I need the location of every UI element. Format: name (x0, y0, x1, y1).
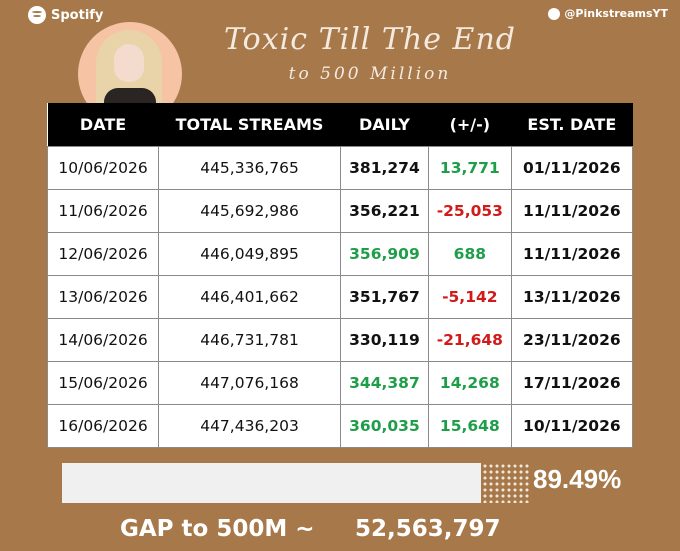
gap-value: 52,563,797 (355, 516, 501, 542)
table-cell: 351,767 (339, 275, 429, 319)
table-cell: 10/06/2026 (46, 146, 160, 190)
table-cell: 11/06/2026 (46, 189, 160, 233)
table-cell: 381,274 (339, 146, 429, 190)
spotify-logo (28, 6, 46, 24)
table-cell: 688 (427, 232, 512, 276)
table-cell: 360,035 (339, 404, 429, 448)
column-header: DAILY (340, 103, 429, 147)
column-header: TOTAL STREAMS (158, 103, 341, 147)
table-cell: 01/11/2026 (510, 146, 634, 190)
table-cell: 447,076,168 (158, 361, 341, 405)
title: Toxic Till The End (224, 22, 516, 57)
face (114, 44, 144, 82)
table-cell: 23/11/2026 (510, 318, 634, 362)
table-cell: 10/11/2026 (510, 404, 634, 448)
table-body: 10/06/2026 445,336,765 381,274 13,771 01/11/… (46, 146, 634, 448)
table-cell: 446,401,662 (158, 275, 341, 319)
table-cell: 344,387 (339, 361, 429, 405)
table-row: 10/06/2026 445,336,765 381,274 13,771 01/11/… (46, 146, 634, 190)
progress-percent: 89.49% (533, 464, 622, 494)
table-row: 16/06/2026 447,436,203 360,035 15,648 10/11/… (46, 404, 634, 448)
table-row: 15/06/2026 447,076,168 344,387 14,268 17/11/… (46, 361, 634, 405)
brand: Spotify (28, 6, 103, 24)
table-cell: 446,731,781 (158, 318, 341, 362)
table-row: 14/06/2026 446,731,781 330,119 -21,648 23/11… (46, 318, 634, 362)
table-row: 13/06/2026 446,401,662 351,767 -5,142 13/11/… (46, 275, 634, 319)
table-cell: 11/11/2026 (510, 189, 634, 233)
table-cell: 14/06/2026 (46, 318, 160, 362)
brand-name: Spotify (51, 7, 104, 23)
table-cell: -21,648 (427, 318, 512, 362)
column-header: (+/-) (428, 103, 512, 147)
handle-text: @PinkstreamsYT (564, 7, 668, 20)
table-cell: -25,053 (427, 189, 512, 233)
table-cell: 15/06/2026 (46, 361, 160, 405)
header-row: DATE TOTAL STREAMS DAILY (+/-) EST. DATE (47, 103, 633, 147)
subtitle: to 500 Million (288, 64, 452, 84)
table-cell: 12/06/2026 (46, 232, 160, 276)
table-cell: 446,049,895 (158, 232, 341, 276)
table-cell: 13/06/2026 (46, 275, 160, 319)
column-header: DATE (47, 103, 159, 147)
table-cell: 14,268 (427, 361, 512, 405)
table-cell: -5,142 (427, 275, 512, 319)
table-cell: 16/06/2026 (46, 404, 160, 448)
table-cell: 11/11/2026 (510, 232, 634, 276)
table-cell: 445,336,765 (158, 146, 341, 190)
table-cell: 15,648 (427, 404, 512, 448)
table-cell: 356,909 (339, 232, 429, 276)
table-cell: 17/11/2026 (510, 361, 634, 405)
twitter-icon (548, 7, 561, 20)
table-cell: 330,119 (339, 318, 429, 362)
progress-fill (62, 463, 481, 503)
streams-table: DATE TOTAL STREAMS DAILY (+/-) EST. DATE 10/… (46, 103, 634, 448)
gap-label: GAP to 500M ~ (120, 516, 315, 542)
table-cell: 13/11/2026 (510, 275, 634, 319)
table-row: 11/06/2026 445,692,986 356,221 -25,053 11/11… (46, 189, 634, 233)
table-cell: 447,436,203 (158, 404, 341, 448)
table-row: 12/06/2026 446,049,895 356,909 688 11/11/202… (46, 232, 634, 276)
column-header: EST. DATE (511, 103, 633, 147)
table-cell: 445,692,986 (158, 189, 341, 233)
table-cell: 356,221 (339, 189, 429, 233)
table-cell: 13,771 (427, 146, 512, 190)
handle: @PinkstreamsYT (548, 7, 668, 20)
progress-track (62, 463, 530, 503)
